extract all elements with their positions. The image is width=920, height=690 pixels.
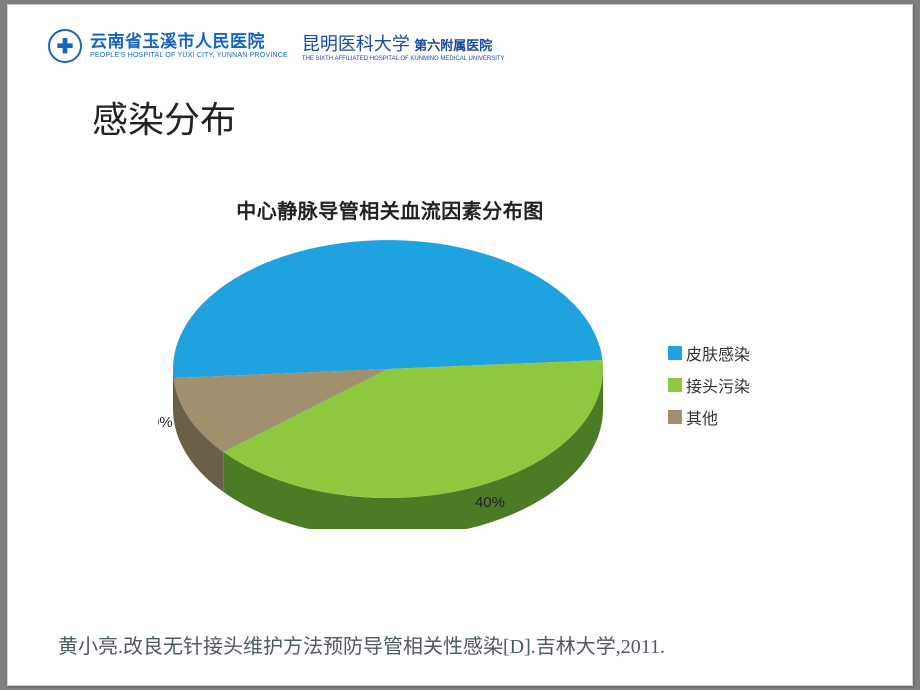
university-block: 昆明医科大学 第六附属医院 THE SIXTH AFFILIATED HOSPI… — [302, 30, 505, 62]
hospital-name-en: PEOPLE'S HOSPITAL OF YUXI CITY, YUNNAN P… — [90, 52, 288, 59]
pie-slice-label: 40% — [475, 494, 505, 511]
university-en: THE SIXTH AFFILIATED HOSPITAL OF KUNMING… — [302, 56, 505, 62]
header: ✚ 云南省玉溪市人民医院 PEOPLE'S HOSPITAL OF YUXI C… — [48, 29, 505, 63]
legend-item: 其他 — [668, 405, 750, 429]
slide: ✚ 云南省玉溪市人民医院 PEOPLE'S HOSPITAL OF YUXI C… — [7, 4, 913, 686]
pie-chart: 50% 40% 10% — [158, 229, 618, 529]
page-title: 感染分布 — [92, 91, 236, 143]
legend-swatch — [668, 346, 682, 360]
logo-glyph: ✚ — [57, 34, 74, 59]
legend-item: 皮肤感染 — [668, 341, 750, 365]
university-suffix: 第六附属医院 — [414, 38, 492, 53]
legend-swatch — [668, 378, 682, 392]
citation: 黄小亮.改良无针接头维护方法预防导管相关性感染[D].吉林大学,2011. — [58, 634, 862, 661]
legend-swatch — [668, 410, 682, 424]
legend-label: 皮肤感染 — [686, 341, 750, 365]
legend-label: 接头污染 — [686, 373, 750, 397]
university-script: 昆明医科大学 — [302, 34, 410, 54]
pie-slice-label: 50% — [357, 229, 387, 233]
legend-item: 接头污染 — [668, 373, 750, 397]
chart-title: 中心静脉导管相关血流因素分布图 — [8, 195, 912, 224]
pie-slice-top — [173, 240, 602, 378]
pie-slice-label: 10% — [158, 414, 173, 431]
legend: 皮肤感染接头污染其他 — [668, 341, 750, 429]
hospital-name-cn: 云南省玉溪市人民医院 — [90, 33, 288, 50]
hospital-name-block: 云南省玉溪市人民医院 PEOPLE'S HOSPITAL OF YUXI CIT… — [90, 33, 288, 59]
hospital-logo-icon: ✚ — [48, 29, 82, 63]
legend-label: 其他 — [686, 405, 718, 429]
